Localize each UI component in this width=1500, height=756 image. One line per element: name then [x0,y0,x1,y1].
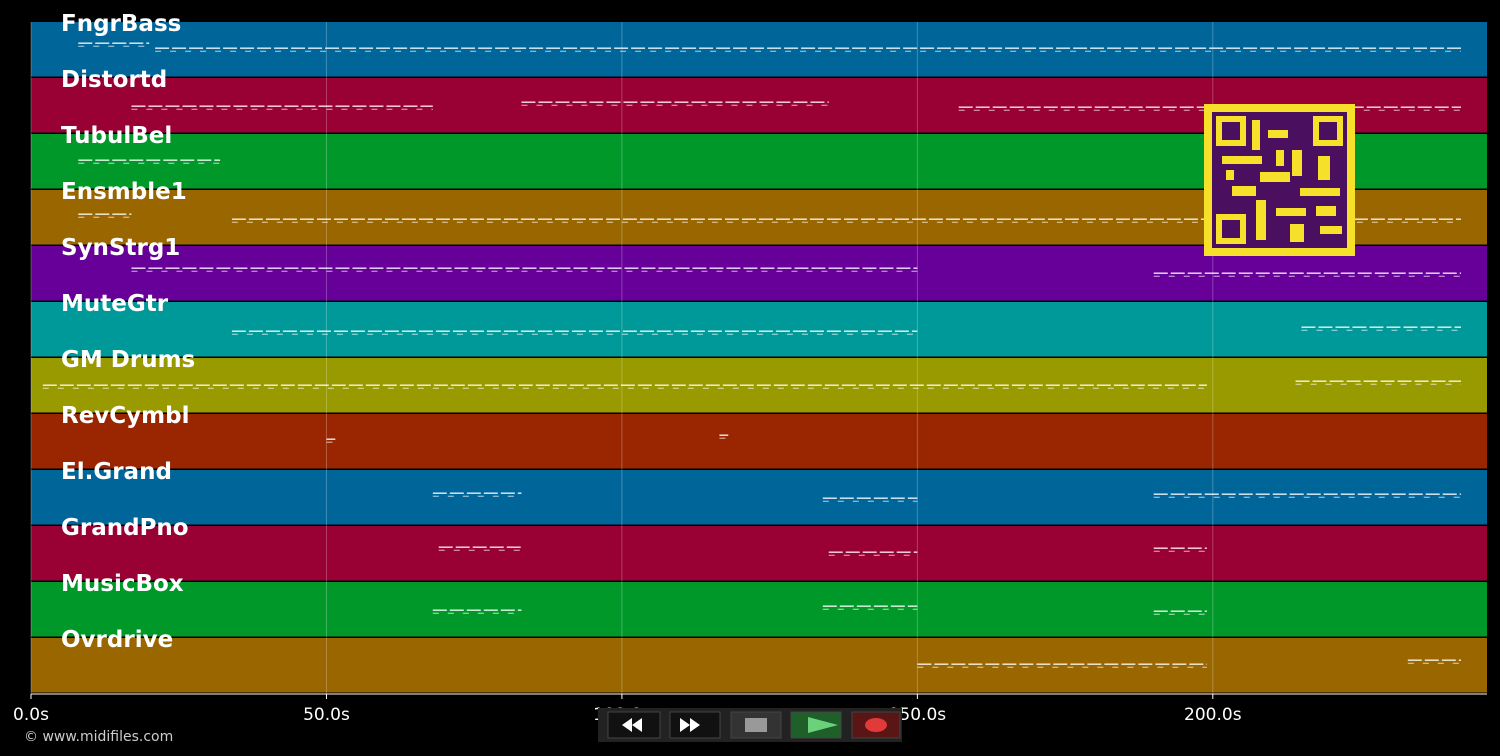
track-lane [31,414,1487,469]
transport-controls [598,708,902,742]
fast-forward-button[interactable] [669,711,721,739]
track-name: RevCymbl [61,403,190,429]
record-button[interactable] [851,711,901,739]
tick-label: 50.0s [303,705,350,725]
track-lane [31,22,1487,77]
track-lane [31,302,1487,357]
track-lane [31,638,1487,693]
track-name: MusicBox [61,571,184,597]
track-lane [31,526,1487,581]
tick-label: 150.0s [889,705,947,725]
track-name: Ovrdrive [61,627,173,653]
track-name: TubulBel [61,123,172,149]
track-name: FngrBass [61,11,181,37]
stop-button[interactable] [730,711,782,739]
labels: FngrBass Distortd TubulBel Ensmble1 SynStrg1… [61,11,195,653]
track-name: GrandPno [61,515,189,541]
track-lane [31,470,1487,525]
track-name: GM Drums [61,347,195,373]
footer: © www.midifiles.com [24,729,173,745]
track-name: Ensmble1 [61,179,187,205]
track-name: MuteGtr [61,291,169,317]
track-lane [31,582,1487,637]
track-name: El.Grand [61,459,172,485]
track-name: Distortd [61,67,167,93]
rewind-button[interactable] [607,711,661,739]
tick-label: 200.0s [1184,705,1242,725]
tick-label: 0.0s [13,705,49,725]
qr-code [1204,104,1355,256]
play-button[interactable] [790,711,842,739]
track-name: SynStrg1 [61,235,180,261]
